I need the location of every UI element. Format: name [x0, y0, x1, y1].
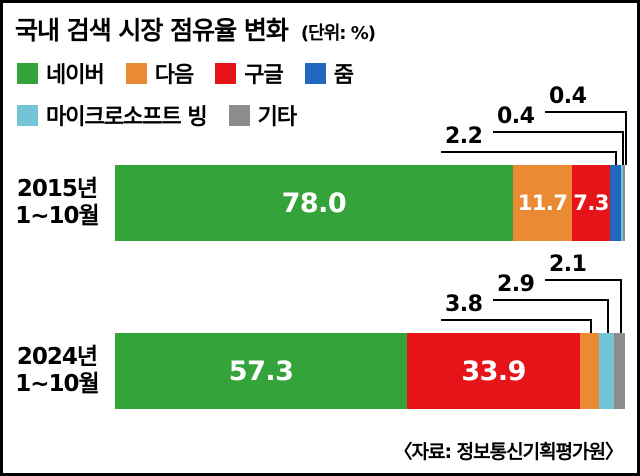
callout-line-v — [590, 319, 592, 333]
bar-segment-2015-google: 7.3 — [572, 165, 610, 241]
callout-value-label-etc: 2.1 — [549, 252, 587, 277]
callout-line-v — [607, 299, 609, 333]
row-label-2015: 2015년 1~10월 — [3, 165, 111, 241]
legend-item-daum: 다음 — [125, 57, 194, 89]
legend-item-naver: 네이버 — [17, 57, 105, 89]
callout-line-h — [493, 299, 609, 301]
segment-value-label: 33.9 — [461, 355, 526, 387]
legend-swatch-etc — [228, 104, 250, 126]
legend-item-google: 구글 — [215, 57, 284, 89]
callout-line-h — [545, 111, 627, 113]
bar-segment-2024-bing — [599, 333, 615, 409]
bar-segment-2024-naver: 57.3 — [115, 333, 408, 409]
row-label-line: 2015년 — [16, 175, 98, 202]
legend-label-bing: 마이크로소프트 빙 — [46, 105, 208, 130]
callout-line-h — [545, 279, 622, 281]
title-row: 국내 검색 시장 점유율 변화 (단위: %) — [15, 11, 376, 47]
bar-segment-2015-bing — [620, 165, 623, 241]
callout-value-label-bing: 2.9 — [497, 272, 535, 297]
callout-value-label-etc: 0.4 — [549, 84, 587, 109]
callout-line-v — [615, 151, 617, 165]
row-label-line: 1~10월 — [15, 371, 99, 397]
legend-label-etc: 기타 — [257, 105, 297, 130]
bar-segment-2024-daum — [580, 333, 600, 409]
segment-value-label: 11.7 — [517, 191, 568, 215]
callout-line-v — [622, 131, 624, 165]
legend-label-daum: 다음 — [154, 63, 194, 88]
legend-swatch-google — [215, 62, 237, 84]
bar-segment-2024-etc — [614, 333, 625, 409]
segment-value-label: 57.3 — [228, 355, 294, 387]
legend-swatch-naver — [17, 62, 38, 84]
legend-item-bing: 마이크로소프트 빙 — [17, 99, 208, 131]
legend-swatch-bing — [17, 104, 38, 126]
bar-2024: 57.3 33.9 — [115, 333, 625, 409]
callout-line-v — [620, 279, 622, 333]
callout-value-label-daum: 3.8 — [445, 292, 483, 317]
row-label-line: 1~10월 — [15, 203, 99, 229]
legend-item-zum: 줌 — [304, 57, 354, 89]
bar-segment-2015-daum: 11.7 — [512, 165, 573, 241]
bar-segment-2015-etc — [622, 165, 625, 241]
chart-title: 국내 검색 시장 점유율 변화 — [15, 16, 289, 45]
legend-label-naver: 네이버 — [46, 63, 105, 88]
row-label-line: 2024년 — [16, 343, 98, 370]
callout-line-v — [625, 111, 627, 165]
callout-line-h — [493, 131, 624, 133]
callout-value-label-zum: 2.2 — [445, 124, 483, 149]
callout-line-h — [441, 151, 617, 153]
stacked-bar-chart: 2015년 1~10월 2.2 0.4 0.4 78.0 11.7 7.3 2024년 1~10월… — [3, 3, 637, 473]
legend-row: 마이크로소프트 빙 기타 — [17, 99, 375, 131]
legend-item-etc: 기타 — [228, 99, 297, 131]
bar-segment-2015-zum — [609, 165, 621, 241]
legend-swatch-daum — [125, 62, 147, 84]
callout-line-h — [441, 319, 592, 321]
legend-row: 네이버 다음 구글 줌 — [17, 57, 375, 89]
source-label: 〈자료: 정보통신기획평가원〉 — [393, 441, 624, 463]
bar-segment-2015-naver: 78.0 — [115, 165, 513, 241]
unit-label: (단위: %) — [300, 23, 376, 44]
legend-swatch-zum — [304, 62, 326, 84]
row-label-2024: 2024년 1~10월 — [3, 333, 111, 409]
bar-segment-2024-google: 33.9 — [407, 333, 581, 409]
bar-2015: 78.0 11.7 7.3 — [115, 165, 625, 241]
segment-value-label: 78.0 — [281, 187, 347, 219]
legend-label-google: 구글 — [244, 63, 283, 88]
segment-value-label: 7.3 — [573, 191, 609, 215]
callout-value-label-bing: 0.4 — [497, 104, 535, 129]
legend-label-zum: 줌 — [333, 63, 354, 88]
